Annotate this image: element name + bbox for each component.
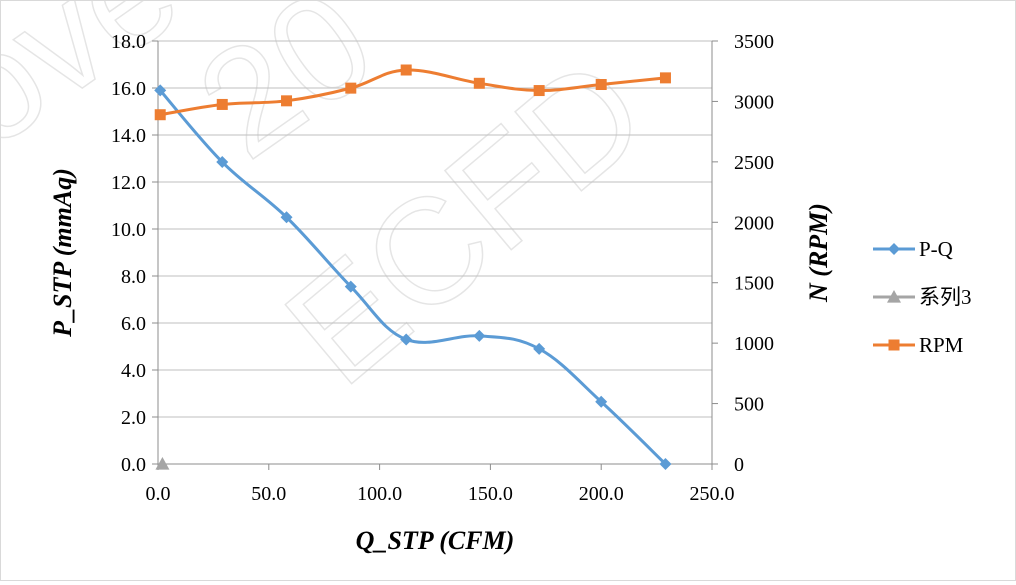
y-right-tick-label: 3000	[734, 91, 774, 113]
data-point	[595, 79, 607, 91]
x-tick-label: 250.0	[690, 483, 735, 505]
data-point	[533, 85, 545, 97]
x-tick-label: 100.0	[357, 483, 402, 505]
y-left-tick-label: 4.0	[121, 360, 146, 382]
data-point	[154, 84, 167, 97]
legend-entry: P-Q	[873, 237, 953, 261]
y-right-tick-label: 2500	[734, 152, 774, 174]
svg-text:ove: ove	[1, 1, 206, 179]
legend-marker	[888, 243, 900, 255]
data-point	[473, 77, 485, 89]
legend-entry: RPM	[873, 333, 964, 357]
data-point	[400, 333, 413, 346]
data-point	[216, 98, 228, 110]
legend-marker	[888, 339, 900, 351]
data-point	[595, 395, 608, 408]
series-P-Q	[154, 84, 672, 470]
y-left-tick-label: 10.0	[111, 219, 146, 241]
y-right-tick-label: 3500	[734, 31, 774, 53]
x-axis-title: Q_STP (CFM)	[356, 526, 515, 555]
y-right-axis-title: N (RPM)	[804, 203, 833, 303]
y-right-tick-label: 1000	[734, 333, 774, 355]
gridlines	[158, 40, 712, 465]
data-point	[473, 329, 486, 342]
data-point	[155, 457, 170, 470]
series	[154, 64, 672, 470]
series-RPM	[154, 64, 671, 121]
x-tick-label: 150.0	[468, 483, 513, 505]
legend-label: 系列3	[919, 285, 972, 309]
svg-text:20: 20	[169, 1, 402, 189]
y-left-tick-label: 6.0	[121, 313, 146, 335]
y-left-tick-label: 12.0	[111, 172, 146, 194]
data-point	[281, 95, 293, 107]
y-left-tick-label: 8.0	[121, 266, 146, 288]
watermark: ove 20 ECFD	[0, 0, 676, 417]
y-left-tick-label: 2.0	[121, 407, 146, 429]
y-left-axis-title: P_STP (mmAq)	[48, 168, 77, 338]
y-right-tick-label: 2000	[734, 212, 774, 234]
data-point	[345, 82, 357, 94]
y-right-tick-label: 500	[734, 394, 764, 416]
data-point	[216, 156, 229, 169]
x-tick-label: 50.0	[251, 483, 286, 505]
data-point	[533, 342, 546, 355]
y-left-tick-label: 18.0	[111, 31, 146, 53]
y-right-tick-label: 0	[734, 454, 744, 476]
x-tick-label: 0.0	[146, 483, 171, 505]
data-point	[400, 64, 412, 76]
series-系列3	[155, 457, 170, 470]
data-point	[280, 211, 293, 224]
legend-label: RPM	[919, 333, 964, 357]
y-left-tick-label: 0.0	[121, 454, 146, 476]
x-tick-label: 200.0	[579, 483, 624, 505]
data-point	[659, 458, 672, 470]
y-left-tick-label: 16.0	[111, 78, 146, 100]
legend: P-Q 系列3 RPM	[873, 237, 972, 357]
y-right-tick-label: 1500	[734, 273, 774, 295]
data-point	[344, 280, 357, 293]
legend-entry: 系列3	[873, 285, 972, 309]
legend-marker	[887, 290, 901, 303]
legend-label: P-Q	[919, 237, 953, 261]
y-left-tick-label: 14.0	[111, 125, 146, 147]
data-point	[154, 109, 166, 121]
tick-labels: 0.0 2.0 4.0 6.0 8.0 10.0 12.0 14.0 16.0 18.0 0 500 1…	[111, 31, 774, 505]
data-point	[659, 72, 671, 84]
